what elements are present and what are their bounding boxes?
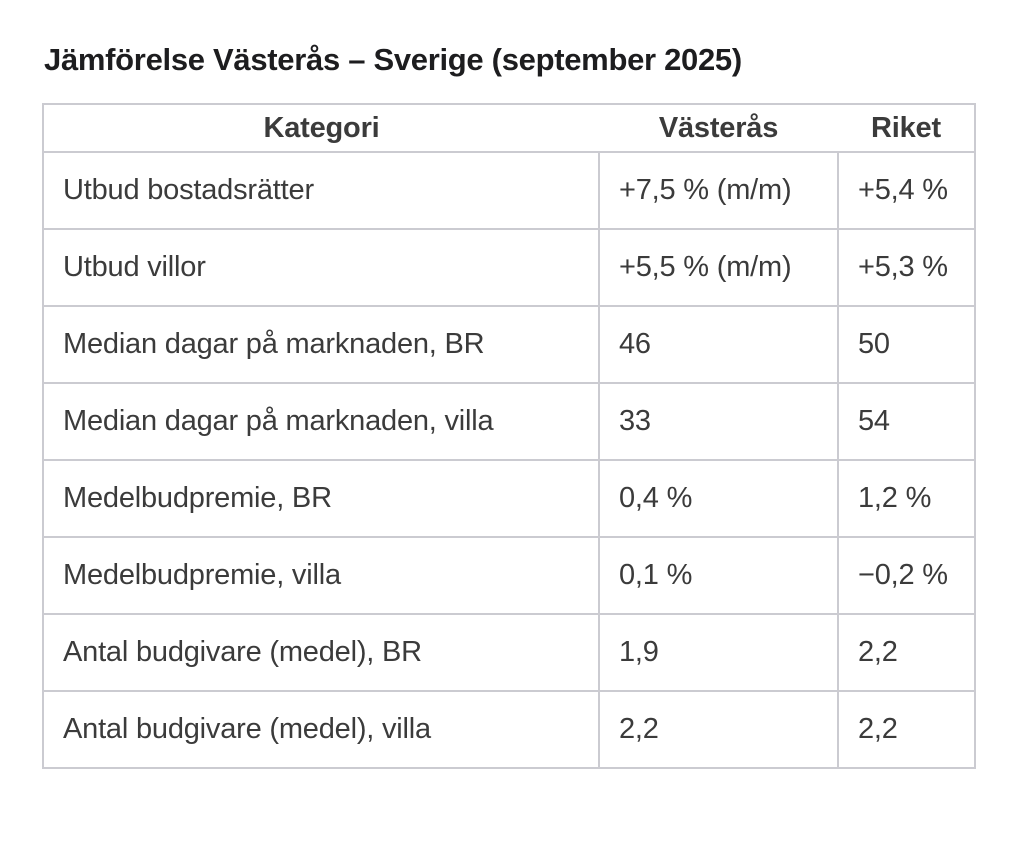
cell-riket: +5,4 % <box>837 151 976 230</box>
table-row: Antal budgivare (medel), villa 2,2 2,2 <box>42 690 976 769</box>
table-row: Utbud bostadsrätter +7,5 % (m/m) +5,4 % <box>42 151 976 230</box>
cell-vasteras: 0,1 % <box>598 536 839 615</box>
cell-riket: 2,2 <box>837 690 976 769</box>
cell-vasteras: +7,5 % (m/m) <box>598 151 839 230</box>
comparison-table: Kategori Västerås Riket Utbud bostadsrät… <box>42 103 976 769</box>
cell-vasteras: 2,2 <box>598 690 839 769</box>
column-header-vasteras: Västerås <box>599 104 838 153</box>
cell-riket: 50 <box>837 305 976 384</box>
cell-riket: 54 <box>837 382 976 461</box>
column-header-riket: Riket <box>838 104 975 153</box>
cell-vasteras: 1,9 <box>598 613 839 692</box>
cell-kategori: Utbud villor <box>42 228 600 307</box>
header-row: Kategori Västerås Riket <box>43 104 975 153</box>
cell-kategori: Utbud bostadsrätter <box>42 151 600 230</box>
cell-kategori: Medelbudpremie, BR <box>42 459 600 538</box>
cell-vasteras: 33 <box>598 382 839 461</box>
table-row: Antal budgivare (medel), BR 1,9 2,2 <box>42 613 976 692</box>
cell-vasteras: 46 <box>598 305 839 384</box>
page-title: Jämförelse Västerås – Sverige (september… <box>44 42 742 77</box>
cell-kategori: Medelbudpremie, villa <box>42 536 600 615</box>
cell-riket: 1,2 % <box>837 459 976 538</box>
table-row: Median dagar på marknaden, BR 46 50 <box>42 305 976 384</box>
cell-kategori: Antal budgivare (medel), villa <box>42 690 600 769</box>
cell-vasteras: 0,4 % <box>598 459 839 538</box>
cell-riket: −0,2 % <box>837 536 976 615</box>
cell-riket: 2,2 <box>837 613 976 692</box>
column-header-kategori: Kategori <box>43 104 599 153</box>
table-row: Medelbudpremie, BR 0,4 % 1,2 % <box>42 459 976 538</box>
table-row: Median dagar på marknaden, villa 33 54 <box>42 382 976 461</box>
table-row: Medelbudpremie, villa 0,1 % −0,2 % <box>42 536 976 615</box>
cell-riket: +5,3 % <box>837 228 976 307</box>
cell-kategori: Antal budgivare (medel), BR <box>42 613 600 692</box>
table-row: Utbud villor +5,5 % (m/m) +5,3 % <box>42 228 976 307</box>
cell-vasteras: +5,5 % (m/m) <box>598 228 839 307</box>
cell-kategori: Median dagar på marknaden, villa <box>42 382 600 461</box>
cell-kategori: Median dagar på marknaden, BR <box>42 305 600 384</box>
